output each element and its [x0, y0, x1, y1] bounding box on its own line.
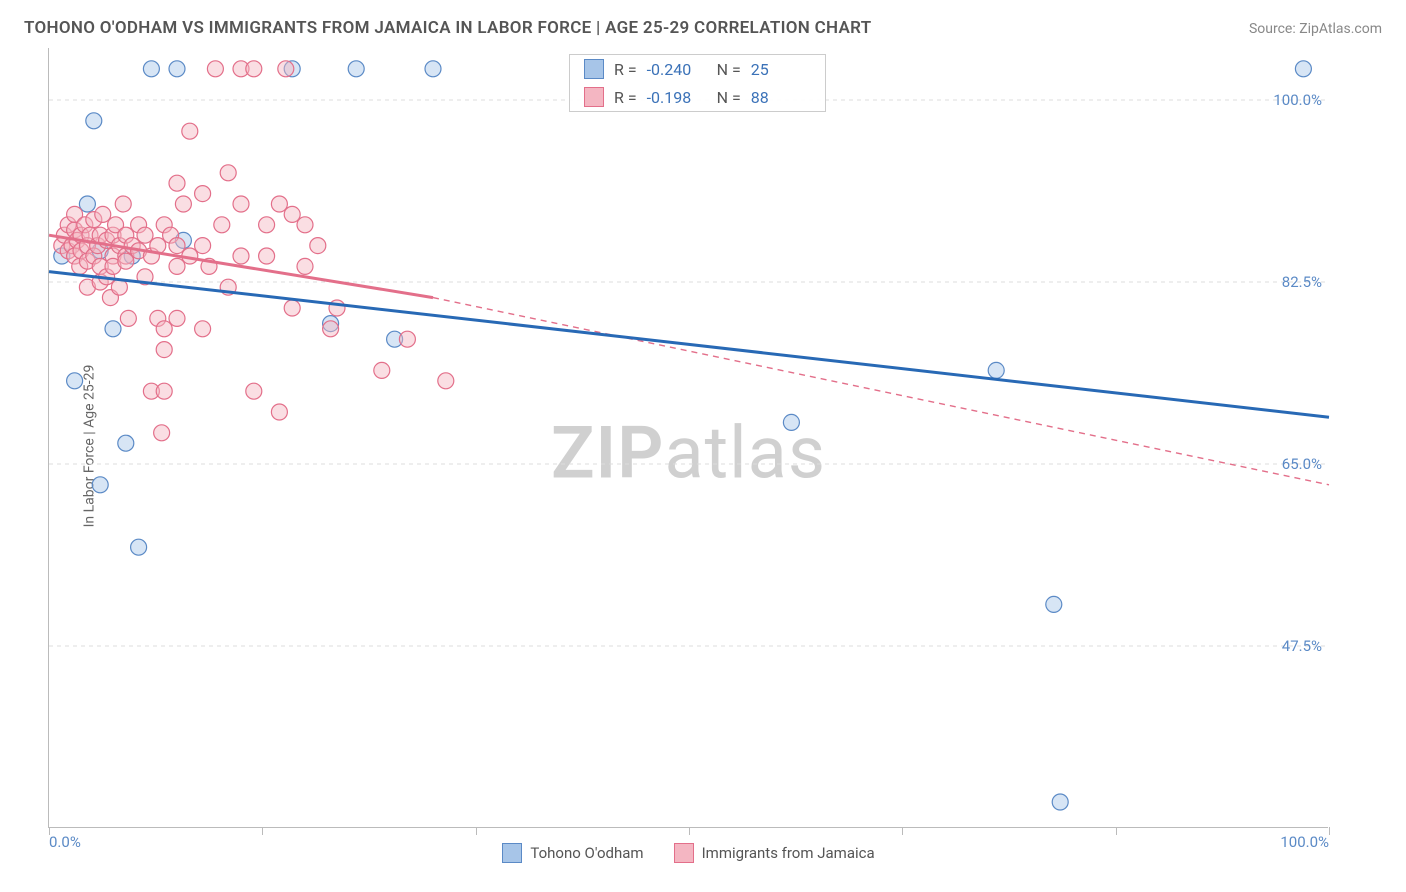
data-point [297, 258, 313, 274]
data-point [348, 61, 364, 77]
swatch-series-1 [584, 59, 604, 79]
data-point [259, 217, 275, 233]
data-point [195, 321, 211, 337]
data-point [284, 206, 300, 222]
data-point [195, 186, 211, 202]
data-point [154, 425, 170, 441]
n-label: N = [717, 88, 741, 107]
data-point [118, 253, 134, 269]
x-tick-label: 100.0% [1280, 833, 1329, 851]
y-tick-label: 82.5% [1282, 273, 1322, 291]
data-point [399, 331, 415, 347]
data-point [374, 362, 390, 378]
data-point [95, 206, 111, 222]
chart-title: TOHONO O'ODHAM VS IMMIGRANTS FROM JAMAIC… [24, 18, 872, 38]
r-value-1: -0.240 [647, 60, 707, 79]
data-point [271, 196, 287, 212]
data-point [175, 196, 191, 212]
data-point [233, 196, 249, 212]
data-point [207, 61, 223, 77]
trend-line [433, 298, 1329, 485]
data-point [131, 539, 147, 555]
stat-row-series-1: R = -0.240 N = 25 [570, 55, 825, 83]
data-point [246, 61, 262, 77]
legend-item-1: Tohono O'odham [502, 843, 643, 863]
n-label: N = [717, 60, 741, 79]
x-tick-label: 0.0% [49, 833, 81, 851]
y-tick-label: 65.0% [1282, 455, 1322, 473]
data-point [1295, 61, 1311, 77]
swatch-series-2 [584, 87, 604, 107]
data-point [438, 373, 454, 389]
data-point [79, 196, 95, 212]
data-point [323, 321, 339, 337]
trend-line [49, 272, 1329, 418]
data-point [105, 321, 121, 337]
legend-label-1: Tohono O'odham [530, 844, 643, 862]
legend-swatch-1 [502, 843, 522, 863]
data-point [1046, 596, 1062, 612]
data-point [169, 310, 185, 326]
data-point [86, 113, 102, 129]
r-label: R = [614, 88, 637, 107]
n-value-2: 88 [751, 88, 811, 107]
data-point [259, 248, 275, 264]
y-tick-label: 47.5% [1282, 637, 1322, 655]
data-point [67, 373, 83, 389]
data-point [143, 61, 159, 77]
data-point [310, 238, 326, 254]
stat-row-series-2: R = -0.198 N = 88 [570, 83, 825, 111]
scatter-svg [49, 48, 1328, 827]
r-value-2: -0.198 [647, 88, 707, 107]
data-point [271, 404, 287, 420]
data-point [297, 217, 313, 233]
legend-item-2: Immigrants from Jamaica [674, 843, 875, 863]
legend-label-2: Immigrants from Jamaica [702, 844, 875, 862]
legend: Tohono O'odham Immigrants from Jamaica [49, 843, 1328, 863]
legend-swatch-2 [674, 843, 694, 863]
data-point [1052, 794, 1068, 810]
data-point [169, 258, 185, 274]
data-point [92, 477, 108, 493]
chart-plot-area: ZIPatlas R = -0.240 N = 25 R = -0.198 N … [48, 48, 1328, 828]
data-point [118, 435, 134, 451]
data-point [783, 414, 799, 430]
data-point [137, 227, 153, 243]
data-point [182, 123, 198, 139]
correlation-stat-box: R = -0.240 N = 25 R = -0.198 N = 88 [569, 54, 826, 112]
data-point [233, 248, 249, 264]
data-point [195, 238, 211, 254]
data-point [169, 175, 185, 191]
data-point [169, 238, 185, 254]
data-point [220, 165, 236, 181]
data-point [120, 310, 136, 326]
data-point [284, 300, 300, 316]
data-point [278, 61, 294, 77]
n-value-1: 25 [751, 60, 811, 79]
y-tick-label: 100.0% [1273, 91, 1322, 109]
data-point [988, 362, 1004, 378]
source-label: Source: ZipAtlas.com [1249, 21, 1382, 37]
data-point [156, 342, 172, 358]
r-label: R = [614, 60, 637, 79]
data-point [115, 196, 131, 212]
data-point [156, 383, 172, 399]
data-point [425, 61, 441, 77]
data-point [156, 321, 172, 337]
data-point [246, 383, 262, 399]
data-point [214, 217, 230, 233]
data-point [169, 61, 185, 77]
